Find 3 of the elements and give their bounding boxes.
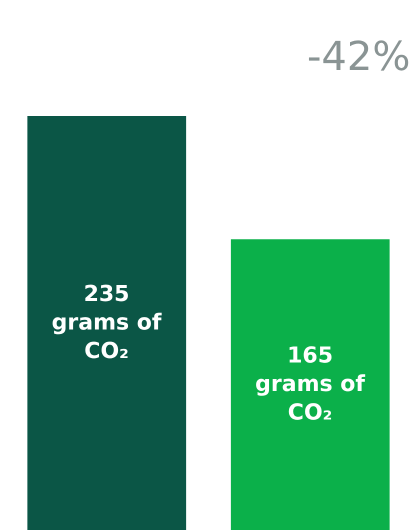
data-label: 235 grams of CO₂ [52, 282, 162, 364]
data-label: 165 grams of CO₂ [255, 344, 366, 426]
text: -42% [307, 34, 410, 80]
